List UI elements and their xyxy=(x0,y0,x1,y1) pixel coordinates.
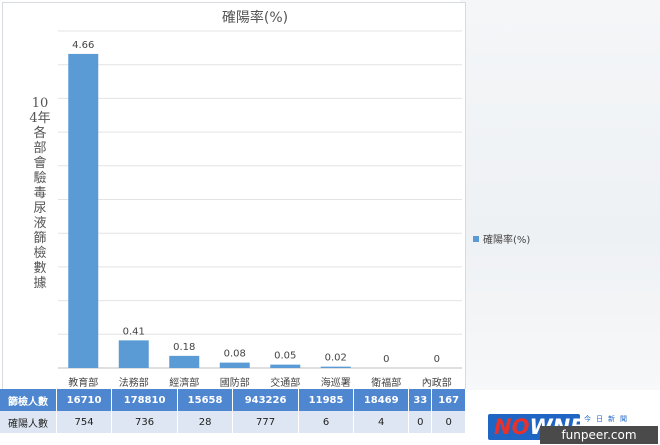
table-cell: 0 xyxy=(408,411,433,433)
category-label: 國防部 xyxy=(220,376,250,389)
category-label: 內政部 xyxy=(422,376,452,389)
data-label: 0.08 xyxy=(224,349,246,360)
data-label: 4.66 xyxy=(72,40,94,51)
legend-label: 確陽率(%) xyxy=(483,233,530,246)
table-cell: 178810 xyxy=(111,389,178,411)
category-label: 交通部 xyxy=(270,376,300,389)
table-cell: 754 xyxy=(56,411,113,433)
category-label: 經濟部 xyxy=(169,376,199,389)
table-cell: 0 xyxy=(431,411,466,433)
table-cell: 33 xyxy=(408,389,433,411)
logo-text-a: NO xyxy=(494,415,530,439)
table-cell: 777 xyxy=(232,411,299,433)
data-label: 0 xyxy=(434,354,440,365)
legend-swatch xyxy=(473,236,479,242)
table-row-positive: 確陽人數 754 736 28 777 6 4 0 0 xyxy=(0,411,466,433)
bar-經濟部 xyxy=(169,355,200,368)
row-label-positive: 確陽人數 xyxy=(0,411,57,433)
table-cell: 28 xyxy=(177,411,234,433)
background-panel xyxy=(460,0,660,390)
table-cell: 167 xyxy=(431,389,466,411)
chart-title: 確陽率(%) xyxy=(222,9,288,26)
table-cell: 18469 xyxy=(353,389,410,411)
bar-教育部 xyxy=(68,53,99,368)
category-label: 衛福部 xyxy=(371,376,401,389)
bar-法務部 xyxy=(118,340,149,368)
table-cell: 16710 xyxy=(56,389,113,411)
category-label: 海巡署 xyxy=(321,376,351,389)
table-cell: 4 xyxy=(353,411,410,433)
data-table: 篩檢人數 16710 178810 15658 943226 11985 184… xyxy=(0,389,466,433)
data-label: 0.05 xyxy=(274,351,296,362)
table-cell: 15658 xyxy=(177,389,234,411)
logo-subtitle: 今日新聞 xyxy=(584,415,632,423)
table-row-screened: 篩檢人數 16710 178810 15658 943226 11985 184… xyxy=(0,389,466,411)
table-cell: 11985 xyxy=(298,389,355,411)
row-label-screened: 篩檢人數 xyxy=(0,389,57,411)
table-cell: 943226 xyxy=(232,389,299,411)
data-label: 0 xyxy=(383,354,389,365)
bar-交通部 xyxy=(270,364,301,368)
category-label: 教育部 xyxy=(68,376,98,389)
table-cell: 6 xyxy=(298,411,355,433)
y-axis-label: 104年各部會驗毒尿液篩檢數據 xyxy=(29,96,51,291)
table-cell: 736 xyxy=(111,411,178,433)
watermark: funpeer.com xyxy=(540,426,658,444)
bar-國防部 xyxy=(219,362,250,368)
data-label: 0.02 xyxy=(325,353,347,364)
category-label: 法務部 xyxy=(119,376,149,389)
data-label: 0.41 xyxy=(123,326,145,337)
data-label: 0.18 xyxy=(173,342,195,353)
bar-海巡署 xyxy=(320,366,351,368)
